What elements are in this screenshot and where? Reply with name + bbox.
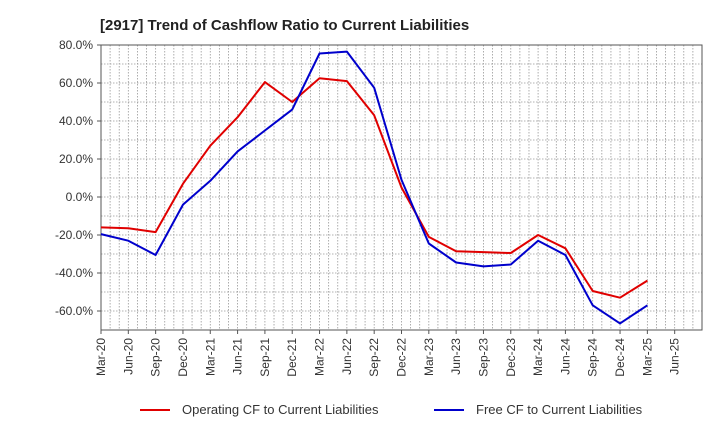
series-line-free-cf (100, 50, 648, 325)
x-tick-label: Mar-22 (313, 338, 327, 376)
x-tick-label: Sep-21 (258, 338, 272, 377)
x-tick-label: Jun-25 (668, 338, 682, 375)
x-tick-label: Sep-23 (476, 338, 490, 377)
y-tick-label: -40.0% (55, 266, 93, 280)
axes: 80.0% 60.0% 40.0% 20.0% 0.0% -20.0% -40.0% -60.… (55, 38, 703, 377)
x-tick-label: Jun-20 (121, 338, 135, 375)
x-tick-label: Mar-20 (94, 338, 108, 376)
x-tick-label: Sep-24 (586, 338, 600, 377)
legend-label: Operating CF to Current Liabilities (182, 402, 379, 417)
x-tick-label: Mar-23 (422, 338, 436, 376)
x-tick-label: Sep-22 (367, 338, 381, 377)
y-tick-label: 40.0% (59, 114, 93, 128)
y-tick-label: 0.0% (66, 190, 94, 204)
x-tick-label: Mar-21 (203, 338, 217, 376)
grid (101, 44, 702, 331)
x-tick-label: Jun-21 (231, 338, 245, 375)
x-tick-label: Jun-23 (449, 338, 463, 375)
x-tick-label: Dec-24 (613, 338, 627, 377)
x-tick-label: Dec-23 (504, 338, 518, 377)
y-tick-label: 60.0% (59, 76, 93, 90)
legend: Operating CF to Current Liabilities Free … (140, 402, 643, 417)
x-tick-label: Sep-20 (149, 338, 163, 377)
x-tick-label: Dec-22 (395, 338, 409, 377)
y-tick-label: -60.0% (55, 304, 93, 318)
x-tick-label: Dec-21 (285, 338, 299, 377)
legend-label: Free CF to Current Liabilities (476, 402, 643, 417)
x-tick-label: Jun-22 (340, 338, 354, 375)
x-tick-label: Jun-24 (558, 338, 572, 375)
x-tick-label: Mar-24 (531, 338, 545, 376)
y-tick-label: -20.0% (55, 228, 93, 242)
y-tick-label: 80.0% (59, 38, 93, 52)
x-tick-label: Mar-25 (640, 338, 654, 376)
series-line-operating-cf (100, 77, 648, 299)
chart-title: [2917] Trend of Cashflow Ratio to Curren… (100, 17, 469, 34)
series-lines (100, 50, 648, 325)
y-tick-label: 20.0% (59, 152, 93, 166)
x-tick-label: Dec-20 (176, 338, 190, 377)
